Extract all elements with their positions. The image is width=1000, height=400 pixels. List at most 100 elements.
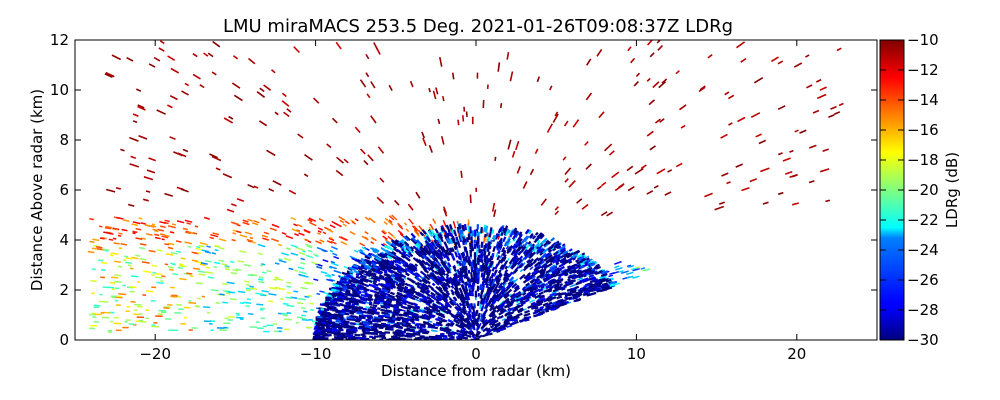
ldr-echo-mark xyxy=(479,291,484,299)
ldr-echo-mark xyxy=(656,168,666,175)
ldr-echo-mark xyxy=(511,243,517,250)
ldr-echo-mark xyxy=(448,224,453,231)
ldr-echo-mark xyxy=(557,278,563,284)
ldr-echo-mark xyxy=(583,283,590,288)
ldr-echo-mark xyxy=(406,309,411,313)
ldr-echo-mark xyxy=(463,282,468,288)
ldr-echo-mark xyxy=(359,248,364,252)
ldr-echo-mark xyxy=(252,222,259,226)
ldr-echo-mark xyxy=(572,292,580,297)
ldr-echo-mark xyxy=(401,293,407,298)
ldr-echo-mark xyxy=(418,329,423,333)
ldr-echo-mark xyxy=(364,255,371,260)
ldr-echo-mark xyxy=(389,291,395,296)
ldr-echo-mark xyxy=(152,228,158,232)
ldr-echo-mark xyxy=(218,259,225,263)
ldr-echo-mark xyxy=(117,265,123,268)
ldr-echo-mark xyxy=(444,304,449,309)
ldr-echo-mark xyxy=(378,260,387,266)
ldr-echo-mark xyxy=(379,291,387,296)
ldr-echo-mark xyxy=(386,296,393,300)
ldr-echo-mark xyxy=(400,248,407,254)
ldr-echo-mark xyxy=(415,242,421,248)
ldr-echo-mark xyxy=(548,296,553,300)
ldr-echo-mark xyxy=(536,280,543,285)
ldr-echo-mark xyxy=(455,236,459,242)
ldr-echo-mark xyxy=(486,257,490,264)
ldr-echo-mark xyxy=(396,297,402,301)
ldr-echo-mark xyxy=(440,318,446,323)
ldr-echo-mark xyxy=(293,46,300,54)
ldr-echo-mark xyxy=(331,246,338,250)
ldr-echo-mark xyxy=(346,316,354,320)
ldr-echo-mark xyxy=(554,206,559,211)
ldr-echo-mark xyxy=(568,297,574,301)
ldr-echo-mark xyxy=(526,287,532,292)
ldr-echo-mark xyxy=(170,67,180,74)
ldr-echo-mark xyxy=(523,235,530,243)
ldr-echo-mark xyxy=(499,285,504,290)
ldr-echo-mark xyxy=(118,293,127,296)
ldr-echo-mark xyxy=(570,274,577,279)
ldr-echo-mark xyxy=(600,285,606,289)
ldr-echo-mark xyxy=(384,323,391,327)
ldr-echo-mark xyxy=(453,281,459,288)
ldr-echo-mark xyxy=(452,220,457,229)
ldr-echo-mark xyxy=(537,261,542,265)
ldr-echo-mark xyxy=(132,230,138,234)
ldr-echo-mark xyxy=(422,320,430,325)
ldr-echo-mark xyxy=(349,311,353,315)
ldr-echo-mark xyxy=(329,299,336,303)
ldr-echo-mark xyxy=(424,236,428,240)
ldr-echo-mark xyxy=(460,284,465,291)
ldr-echo-mark xyxy=(447,332,452,335)
ldr-echo-mark xyxy=(226,281,235,285)
ldr-echo-mark xyxy=(815,78,822,83)
ldr-echo-mark xyxy=(347,286,354,291)
ldr-echo-mark xyxy=(508,276,515,282)
ldr-echo-mark xyxy=(436,261,442,267)
ldr-echo-mark xyxy=(454,251,459,258)
ldr-echo-mark xyxy=(330,316,338,320)
ldr-echo-mark xyxy=(281,231,287,236)
ldr-echo-mark xyxy=(376,261,384,267)
ldr-echo-mark xyxy=(460,229,464,235)
ldr-echo-mark xyxy=(534,278,540,283)
ldr-echo-mark xyxy=(104,249,109,252)
ldr-echo-mark xyxy=(819,168,830,173)
ldr-echo-mark xyxy=(395,294,402,299)
ldr-echo-mark xyxy=(562,270,568,275)
ldr-echo-mark xyxy=(619,270,624,273)
ldr-echo-mark xyxy=(302,250,306,253)
ldr-echo-mark xyxy=(483,293,486,298)
ldr-echo-mark xyxy=(403,222,408,226)
ldr-echo-mark xyxy=(436,295,442,300)
ldr-echo-mark xyxy=(545,258,551,264)
ldr-echo-mark xyxy=(490,272,495,277)
ldr-echo-mark xyxy=(455,287,460,294)
ldr-echo-mark xyxy=(789,173,798,178)
ldr-echo-mark xyxy=(401,251,406,256)
ldr-echo-mark xyxy=(285,296,293,300)
ldr-echo-mark xyxy=(113,228,119,231)
ldr-echo-mark xyxy=(178,264,187,268)
ldr-echo-mark xyxy=(376,196,385,204)
ldr-echo-mark xyxy=(445,278,451,285)
ldr-echo-mark xyxy=(488,245,492,250)
ldr-echo-mark xyxy=(281,100,290,107)
ldr-echo-mark xyxy=(724,91,730,96)
ldr-echo-mark xyxy=(144,224,153,228)
ldr-echo-mark xyxy=(139,243,147,246)
ldr-echo-mark xyxy=(305,243,313,248)
ldr-echo-mark xyxy=(278,259,287,264)
ldr-echo-mark xyxy=(435,285,441,291)
ldr-echo-mark xyxy=(375,300,381,305)
ldr-echo-mark xyxy=(457,293,463,301)
ldr-echo-mark xyxy=(447,277,453,284)
ldr-echo-mark xyxy=(438,312,445,317)
ldr-echo-mark xyxy=(488,280,494,287)
ldr-echo-mark xyxy=(379,293,387,298)
ldr-echo-mark xyxy=(257,243,266,248)
ldr-echo-mark xyxy=(388,219,393,224)
ldr-echo-mark xyxy=(482,270,487,279)
